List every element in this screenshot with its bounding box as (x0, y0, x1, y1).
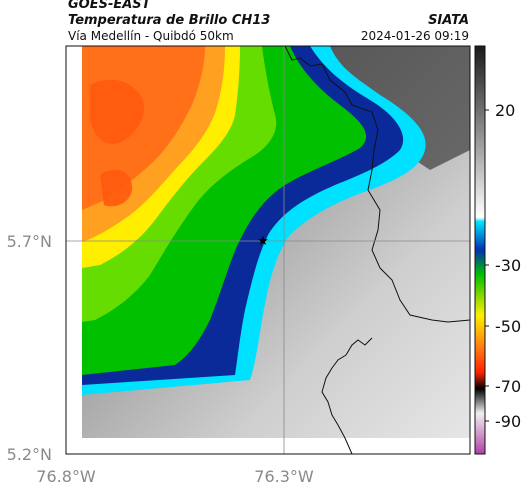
map-subtitle: Vía Medellín - Quibdó 50km (68, 29, 234, 43)
boundary-line-south (321, 354, 353, 455)
colorbar-tick: -30 (495, 256, 521, 275)
lon-label-west: 76.8°W (36, 467, 96, 486)
colorbar-tick: -90 (495, 412, 521, 431)
boundary-line-east (345, 337, 373, 356)
colorbar (474, 45, 486, 455)
colorbar-tick: 20 (495, 101, 515, 120)
map-title-product: Temperatura de Brillo CH13 (68, 13, 271, 28)
boundary-line (284, 45, 471, 323)
lon-label-east: 76.3°W (254, 467, 314, 486)
brand-label: SIATA (428, 13, 469, 28)
map-frame (65, 45, 471, 455)
star-icon: ★ (257, 234, 269, 249)
colorbar-tick: -70 (495, 377, 521, 396)
colorbar-tick: -50 (495, 317, 521, 336)
timestamp-label: 2024-01-26 09:19 (360, 29, 469, 43)
temperature-field (66, 46, 470, 454)
map-title-satellite: GOES-EAST (68, 0, 151, 12)
lat-label-south: 5.2°N (7, 445, 52, 464)
lat-label-north: 5.7°N (7, 232, 52, 251)
